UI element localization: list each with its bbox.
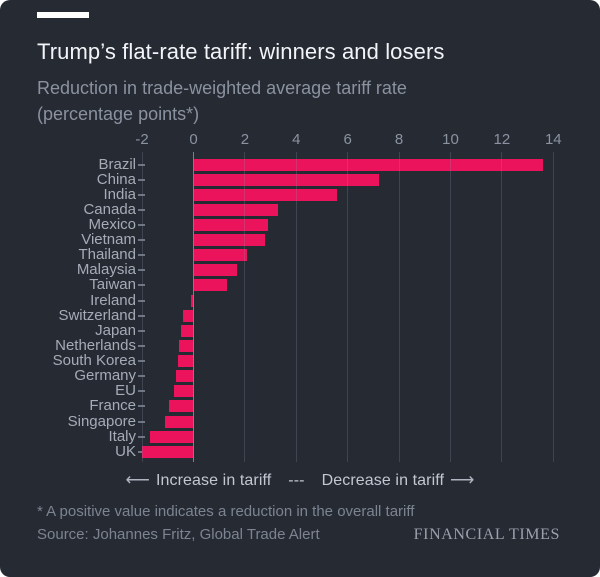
bar-south-korea xyxy=(178,355,194,368)
category-tick xyxy=(138,405,145,408)
category-tick xyxy=(138,163,145,166)
ft-top-rule xyxy=(37,12,89,18)
x-axis-tick-label: 12 xyxy=(493,131,511,148)
category-tick xyxy=(138,208,145,211)
bar-thailand xyxy=(193,249,248,262)
category-tick xyxy=(138,239,145,242)
footnote: * A positive value indicates a reduction… xyxy=(37,503,415,520)
category-tick xyxy=(138,344,145,347)
category-tick xyxy=(138,329,145,332)
zero-axis-line xyxy=(192,152,194,462)
bar-eu xyxy=(174,385,194,398)
bar-netherlands xyxy=(179,339,194,352)
bar-uk xyxy=(142,445,194,458)
left-arrow-icon: ⟵ xyxy=(125,470,150,489)
category-tick xyxy=(138,284,145,287)
right-arrow-icon: ⟶ xyxy=(450,470,475,489)
category-label: Mexico xyxy=(88,215,136,233)
category-tick xyxy=(138,390,145,393)
category-tick xyxy=(138,420,145,423)
chart-subtitle: Reduction in trade-weighted average tari… xyxy=(37,78,407,124)
gridline xyxy=(295,152,297,462)
category-label: Taiwan xyxy=(89,276,136,294)
x-axis-tick-label: 0 xyxy=(189,131,198,148)
dash-separator: --- xyxy=(288,472,305,489)
category-tick xyxy=(138,450,145,453)
x-axis-tick-label: 10 xyxy=(442,131,459,148)
bar-germany xyxy=(175,370,194,383)
category-label: South Korea xyxy=(52,352,136,370)
source-row: Source: Johannes Fritz, Global Trade Ale… xyxy=(37,526,560,544)
x-axis-tick-label: 8 xyxy=(394,131,404,148)
bar-ireland xyxy=(190,294,194,307)
bar-italy xyxy=(149,430,194,443)
category-tick xyxy=(138,269,145,272)
x-axis-tick-label: 4 xyxy=(292,131,301,148)
category-label: China xyxy=(96,170,136,188)
gridline xyxy=(244,152,246,462)
bar-brazil xyxy=(193,158,544,171)
category-label: Japan xyxy=(95,321,136,339)
bar-singapore xyxy=(165,415,194,428)
decrease-label: Decrease in tariff xyxy=(321,472,445,489)
category-label: Malaysia xyxy=(76,261,136,279)
category-tick xyxy=(138,178,145,181)
category-label: Italy xyxy=(108,427,136,445)
gridline xyxy=(398,152,400,462)
category-label: Canada xyxy=(83,200,136,218)
category-label: Thailand xyxy=(78,246,136,264)
gridline xyxy=(552,152,554,462)
category-tick xyxy=(138,299,145,302)
x-axis-tick-label: 6 xyxy=(343,131,352,148)
x-axis-tick-label: -2 xyxy=(135,131,149,148)
bar-china xyxy=(193,173,379,186)
category-tick xyxy=(138,375,145,378)
category-label: Vietnam xyxy=(81,231,136,249)
category-tick xyxy=(138,360,145,363)
category-label: Switzerland xyxy=(58,306,136,324)
category-label: India xyxy=(103,185,136,203)
gridline xyxy=(450,152,451,462)
category-label: France xyxy=(89,397,136,415)
gridline xyxy=(501,152,503,462)
category-label: Germany xyxy=(74,367,136,385)
bar-switzerland xyxy=(183,309,194,322)
axis-direction-note: ⟵ Increase in tariff --- Decrease in tariff… xyxy=(0,470,600,490)
category-tick xyxy=(138,314,145,317)
gridline xyxy=(347,152,349,462)
category-tick xyxy=(138,254,145,257)
bar-malaysia xyxy=(193,264,238,277)
ft-logo: FINANCIAL TIMES xyxy=(413,526,560,543)
bar-vietnam xyxy=(193,234,266,247)
category-label: UK xyxy=(115,442,136,460)
category-label: Brazil xyxy=(98,155,136,173)
category-tick xyxy=(138,435,145,438)
category-tick xyxy=(138,223,145,226)
bar-japan xyxy=(180,324,194,337)
bar-mexico xyxy=(193,218,269,231)
source-credit: Source: Johannes Fritz, Global Trade Ale… xyxy=(37,526,320,543)
category-label: Ireland xyxy=(90,291,136,309)
category-label: EU xyxy=(115,382,136,400)
bar-india xyxy=(193,188,338,201)
bar-taiwan xyxy=(193,279,227,292)
category-label: Netherlands xyxy=(55,336,136,354)
chart-title: Trump’s flat-rate tariff: winners and lo… xyxy=(37,39,445,64)
increase-label: Increase in tariff xyxy=(155,472,272,489)
x-axis-tick-label: 14 xyxy=(544,131,562,148)
gridline xyxy=(141,152,143,462)
category-tick xyxy=(138,193,145,196)
x-axis-tick-label: 2 xyxy=(240,131,250,148)
category-label: Singapore xyxy=(67,412,136,430)
bar-canada xyxy=(193,203,279,216)
bar-france xyxy=(169,400,194,413)
